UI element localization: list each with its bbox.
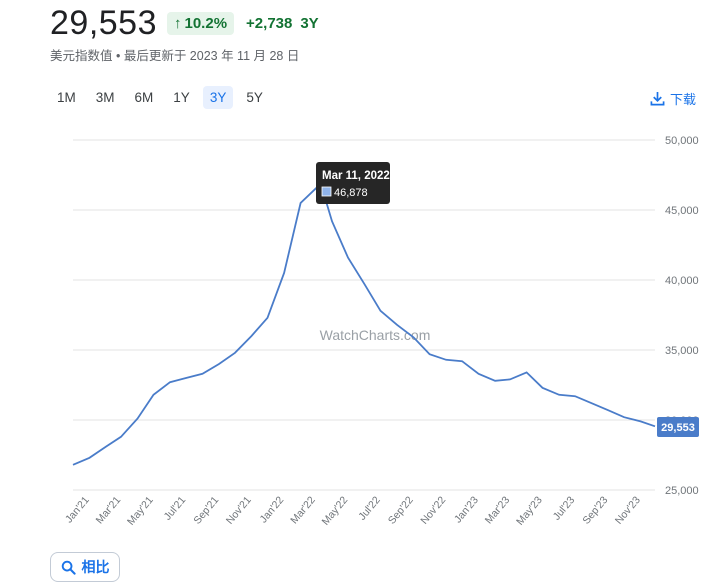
change-percent-badge: ↑ 10.2% <box>167 12 235 35</box>
tooltip-date: Mar 11, 2022 <box>322 170 390 182</box>
last-value-text: 29,553 <box>661 422 695 434</box>
range-3y-button[interactable]: 3Y <box>202 86 234 109</box>
x-tick-label: Mar'22 <box>288 494 318 526</box>
download-icon <box>650 91 665 106</box>
tooltip-box <box>316 162 390 204</box>
x-tick-label: Jan'22 <box>257 494 286 525</box>
x-tick-label: Jul'23 <box>551 494 578 523</box>
range-5y-button[interactable]: 5Y <box>246 90 263 105</box>
x-tick-label: May'21 <box>125 494 156 528</box>
x-tick-label: May'22 <box>320 494 351 528</box>
x-tick-label: Nov'21 <box>224 494 254 527</box>
y-tick-label: 45,000 <box>665 205 699 217</box>
range-selector: 1M 3M 6M 1Y 3Y 5Y <box>50 86 270 109</box>
compare-button[interactable]: 相比 <box>50 552 120 582</box>
x-tick-label: Mar'23 <box>483 494 513 526</box>
compare-label: 相比 <box>81 559 110 575</box>
x-tick-label: Mar'21 <box>94 494 124 526</box>
x-tick-label: Jul'22 <box>356 494 383 523</box>
x-tick-label: May'23 <box>514 494 545 528</box>
arrow-up-icon: ↑ <box>174 15 182 32</box>
change-percent: 10.2% <box>184 15 228 32</box>
last-value-box <box>657 417 699 437</box>
download-label: 下载 <box>669 92 696 107</box>
x-tick-label: Sep'23 <box>580 494 610 527</box>
download-button[interactable]: 下载 <box>650 89 696 108</box>
y-tick-label: 25,000 <box>665 485 699 497</box>
series-line <box>72 182 656 466</box>
tooltip-swatch <box>321 186 332 197</box>
last-updated-subtitle: 美元指数值 • 最后更新于 2023 年 11 月 28 日 <box>50 49 300 63</box>
x-tick-label: Sep'22 <box>386 494 416 527</box>
x-tick-label: Nov'22 <box>418 494 448 527</box>
range-6m-button[interactable]: 6M <box>134 90 154 105</box>
tooltip-value: 46,878 <box>334 187 368 199</box>
x-tick-label: Jan'23 <box>452 494 481 525</box>
change-period: 3Y <box>300 15 319 32</box>
x-tick-label: Nov'23 <box>613 494 643 527</box>
range-1m-button[interactable]: 1M <box>57 90 76 105</box>
grid-lines <box>73 139 655 491</box>
current-price: 29,553 <box>50 4 157 42</box>
range-1y-button[interactable]: 1Y <box>173 90 190 105</box>
y-tick-label: 50,000 <box>665 135 699 147</box>
change-value: +2,738 <box>246 15 293 32</box>
price-header: 29,553 ↑ 10.2% +2,738 3Y <box>50 4 319 43</box>
y-tick-label: 35,000 <box>665 345 699 357</box>
x-tick-label: Sep'21 <box>191 494 221 527</box>
x-tick-label: Jul'21 <box>162 494 189 523</box>
x-axis-ticks: Jan'21 Mar'21 May'21 Jul'21 Sep'21 Nov'21 Jan'… <box>63 494 643 528</box>
last-value-tag: 29,553 <box>657 417 699 437</box>
x-tick-label: Jan'21 <box>63 494 92 525</box>
search-icon <box>61 560 76 575</box>
tooltip: Mar 11, 2022 46,878 <box>316 162 390 204</box>
watermark: WatchCharts.com <box>320 327 431 343</box>
range-3m-button[interactable]: 3M <box>95 90 115 105</box>
y-tick-label: 40,000 <box>665 275 699 287</box>
